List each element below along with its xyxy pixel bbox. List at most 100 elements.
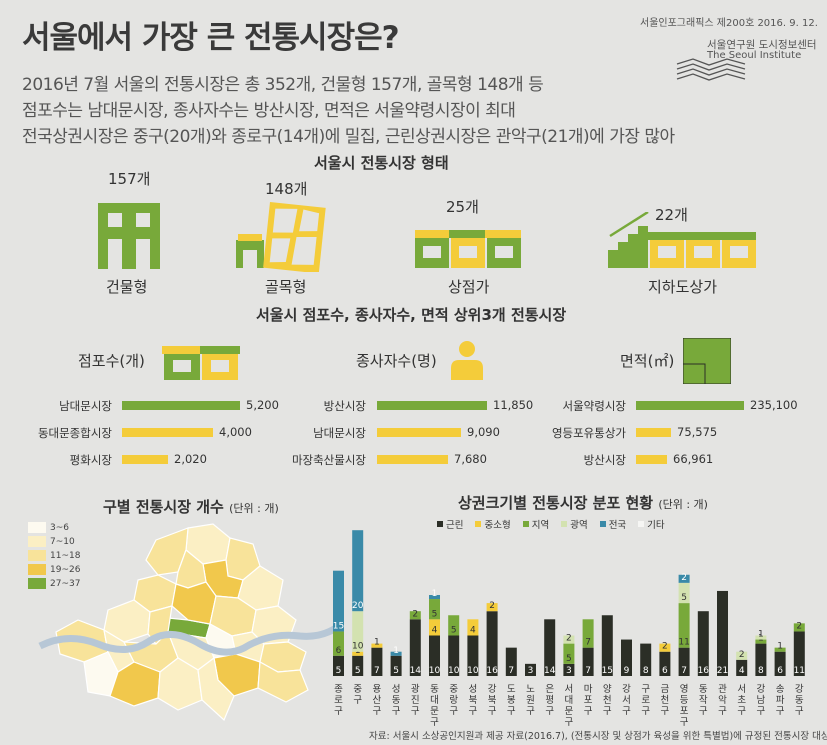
bar-segment <box>736 659 748 676</box>
map-title: 구별 전통시장 개수 <box>103 498 224 516</box>
bar-segment <box>333 570 344 632</box>
bar-segment <box>486 611 498 676</box>
bar-segment <box>333 655 344 676</box>
bar-segment <box>448 615 460 636</box>
hbar-label: 영등포유통상가 <box>551 426 626 440</box>
bar-segment <box>678 647 690 676</box>
hbar-value: 235,100 <box>750 398 798 412</box>
bar-value-label: 1 <box>758 630 764 640</box>
hbar <box>122 401 240 410</box>
bar-segment <box>563 643 575 664</box>
chart-unit: (단위 : 개) <box>658 498 708 511</box>
subtitle-1: 2016년 7월 서울의 전통시장은 총 352개, 건물형 157개, 골목형… <box>22 75 544 95</box>
bar-value-label: 4 <box>432 626 438 636</box>
bar-segment <box>371 643 383 648</box>
bar-value-label: 5 <box>451 626 457 636</box>
hbar-value: 4,000 <box>219 425 252 439</box>
bar-segment <box>755 639 767 644</box>
hbar-label: 동대문종합시장 <box>37 426 112 440</box>
subtitle-3: 전국상권시장은 중구(20개)와 종로구(14개)에 밀집, 근린상권시장은 관… <box>22 127 675 147</box>
legend-swatch <box>28 578 46 589</box>
bar-value-label: 2 <box>566 634 572 644</box>
top3-title: 서울시 점포수, 종사자수, 면적 상위3개 전통시장 <box>256 306 567 324</box>
bar-value-label: 15 <box>602 666 613 676</box>
bar-segment <box>736 651 748 660</box>
bar-value-label: 14 <box>410 666 422 676</box>
legend-swatch <box>28 564 46 575</box>
chart-legend-swatch <box>437 521 443 527</box>
legend-swatch <box>28 522 46 533</box>
bar-value-label: 9 <box>624 666 630 676</box>
bar-segment <box>659 651 671 676</box>
bar-value-label: 7 <box>585 666 591 676</box>
bar-value-label: 5 <box>355 666 361 676</box>
hbar <box>377 428 461 437</box>
bar-value-label: 1 <box>432 589 438 599</box>
chart-legend-item: 근린 <box>437 517 463 531</box>
seoul-district-map <box>38 523 338 722</box>
bar-value-label: 8 <box>758 666 764 676</box>
legend-swatch <box>28 550 46 561</box>
building-icon <box>98 203 160 269</box>
bar-segment <box>755 635 767 640</box>
bar-value-label: 20 <box>352 601 364 611</box>
chart-legend-swatch <box>561 521 568 527</box>
bar-value-label: 14 <box>544 666 556 676</box>
chart-legend-item: 기타 <box>638 517 665 531</box>
bar-segment <box>582 619 594 648</box>
hbar-value: 9,090 <box>467 425 500 439</box>
hbar-value: 2,020 <box>174 452 207 466</box>
bar-value-label: 10 <box>429 666 441 676</box>
panel-area-heading: 면적(㎡) <box>620 352 675 370</box>
bar-segment <box>621 639 632 676</box>
chart-legend-swatch <box>522 521 529 527</box>
source-note: 자료: 서울시 소상공인지원과 제공 자료(2016.7), (전통시장 및 상… <box>369 731 827 742</box>
bar-value-label: 6 <box>777 666 783 676</box>
chart-legend-swatch <box>599 521 606 527</box>
bar-value-label: 5 <box>432 609 438 619</box>
bar-value-label: 4 <box>470 626 476 636</box>
bar-value-label: 5 <box>566 654 572 664</box>
bar-segment <box>563 663 575 676</box>
type-count-underground: 22개 <box>655 206 688 224</box>
bar-segment <box>697 611 709 676</box>
person-icon <box>451 341 483 380</box>
alley-icon <box>236 202 326 272</box>
bar-value-label: 16 <box>486 666 498 676</box>
bar-value-label: 21 <box>717 666 728 676</box>
hbar-label: 방산시장 <box>583 453 626 467</box>
bar-segment <box>774 647 786 652</box>
map-legend-item: 19~26 <box>28 564 80 575</box>
chart-legend-swatch <box>638 521 645 527</box>
hbar <box>122 428 213 437</box>
hbar-label: 남대문시장 <box>313 426 366 440</box>
bar-segment <box>448 635 460 676</box>
bar-value-label: 6 <box>336 646 342 656</box>
map-legend-item: 27~37 <box>28 578 80 589</box>
map-legend-item: 3~6 <box>28 522 80 533</box>
bar-segment <box>409 619 421 676</box>
bar-value-label: 2 <box>662 642 668 652</box>
bar-value-label: 1 <box>777 642 783 652</box>
store-icon <box>162 346 240 380</box>
bar-value-label: 5 <box>393 666 399 676</box>
panel-stores-heading: 점포수(개) <box>78 352 145 370</box>
bar-value-label: 2 <box>739 650 745 660</box>
bar-value-label: 3 <box>528 666 534 676</box>
hbar <box>636 401 744 410</box>
bar-segment <box>640 643 652 676</box>
